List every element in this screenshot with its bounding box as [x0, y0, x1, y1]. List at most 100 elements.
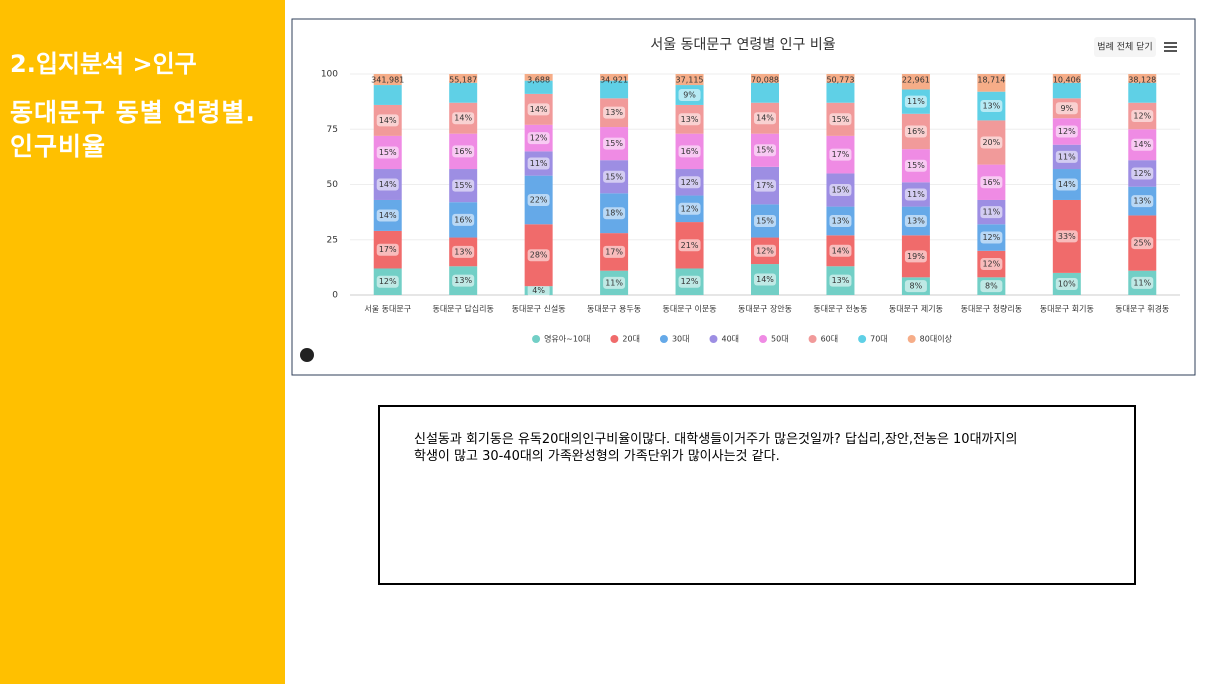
data-label-bg [527, 103, 550, 116]
data-label-bg [452, 274, 475, 287]
bar-segment [373, 104, 402, 136]
data-label-bg [829, 274, 852, 287]
data-label-bg [754, 273, 776, 286]
data-label-bg [754, 112, 776, 125]
data-label: 11% [605, 278, 623, 287]
data-label: 13% [907, 216, 925, 225]
bar-segment [600, 270, 629, 295]
data-label: 16% [454, 147, 472, 156]
data-label-bg [1131, 167, 1154, 180]
bar-segment [751, 82, 779, 103]
bar-segment [826, 235, 855, 267]
bar-segment [901, 182, 930, 207]
note-line: 신설동과 회기동은 유독20대의인구비율이많다. 대학생들이거주가 많은것일까?… [414, 432, 1018, 447]
data-label-bg [904, 159, 927, 172]
legend-label: 70대 [870, 335, 888, 344]
data-label: 14% [1058, 180, 1076, 189]
data-label: 16% [907, 127, 925, 136]
data-label-bg [603, 245, 626, 258]
bar-segment [675, 268, 704, 295]
bar-segment [901, 206, 930, 236]
data-label: 14% [756, 114, 774, 123]
legend-label: 40대 [721, 335, 739, 344]
data-label-bg [527, 193, 550, 206]
data-label: 17% [832, 150, 850, 159]
bar-segment [1128, 74, 1157, 83]
data-label: 12% [1133, 111, 1151, 120]
bar-segment [373, 199, 402, 231]
data-label: 12% [982, 233, 1000, 242]
stack-total-label: 37,115 [676, 76, 704, 85]
bar-segment [826, 102, 855, 136]
bar-segment [826, 266, 855, 295]
stack-total-label: 18,714 [977, 76, 1005, 85]
data-label-bg [829, 244, 852, 257]
data-label-bg [1055, 102, 1078, 115]
data-label: 20% [982, 138, 1000, 147]
bar-segment [675, 169, 704, 196]
bar-segment [600, 127, 629, 161]
y-tick-label: 100 [321, 70, 338, 80]
stack-total-label: 34,921 [600, 76, 628, 85]
bar-segment [524, 93, 553, 125]
legend-label: 영유아~10대 [544, 334, 590, 344]
legend-label: 30대 [672, 335, 690, 344]
data-label-bg [376, 178, 399, 191]
heading: 동대문구 동별 연령별.인구비율 [10, 98, 256, 161]
legend-marker [858, 335, 867, 343]
data-label-bg [376, 114, 399, 127]
data-label: 12% [681, 178, 699, 187]
data-label: 13% [454, 276, 472, 285]
menu-icon[interactable] [1164, 42, 1177, 52]
legend-toggle-label: 범례 전체 닫기 [1097, 41, 1152, 53]
x-tick-label: 동대문구 전농동 [813, 304, 867, 314]
data-label-bg [980, 231, 1003, 244]
bar-segment [1052, 82, 1081, 99]
bar-segment [600, 98, 629, 128]
bar-segment [1052, 98, 1081, 119]
data-label-bg [904, 188, 927, 201]
bar-segment [1052, 118, 1081, 145]
y-tick-label: 25 [327, 235, 338, 245]
bar-segment [373, 135, 402, 170]
bar-segment [600, 80, 629, 99]
data-label: 15% [605, 139, 623, 148]
data-label-bg [1055, 150, 1078, 163]
bar-segment [826, 82, 855, 103]
data-label-bg [829, 214, 852, 227]
bar-segment [751, 237, 779, 265]
data-label-bg [678, 275, 701, 288]
data-label-bg [452, 213, 475, 226]
bar-segment [901, 235, 930, 278]
data-label-bg [1131, 109, 1154, 122]
bar-segment [449, 266, 478, 295]
legend-marker [659, 335, 668, 343]
data-label-bg [980, 136, 1003, 149]
bar-segment [373, 74, 402, 86]
x-tick-label: 동대문구 회기동 [1040, 305, 1094, 314]
data-label: 14% [379, 180, 397, 189]
bar-segment [524, 74, 553, 81]
legend-label: 50대 [771, 335, 789, 344]
legend-label: 60대 [821, 335, 839, 344]
bar-segment [901, 149, 930, 183]
y-tick-label: 75 [327, 125, 338, 135]
data-label: 9% [683, 90, 696, 99]
data-label: 12% [1133, 169, 1151, 178]
bar-segment [373, 85, 402, 105]
x-tick-label: 동대문구 이문동 [663, 304, 717, 314]
legend-marker [759, 335, 768, 343]
data-label: 25% [1133, 239, 1151, 248]
data-label-bg [603, 207, 626, 220]
data-label: 17% [756, 181, 774, 190]
bar-segment [751, 166, 779, 205]
data-label-bg [603, 106, 626, 119]
data-label-bg [754, 244, 776, 257]
bar-segment [449, 133, 478, 170]
legend-toggle-button[interactable] [1094, 37, 1156, 57]
data-label: 15% [907, 161, 925, 170]
bar-segment [901, 74, 930, 90]
stack-total-label: 22,961 [902, 76, 930, 85]
bar-segment [977, 74, 1006, 92]
data-label: 14% [1133, 140, 1151, 149]
